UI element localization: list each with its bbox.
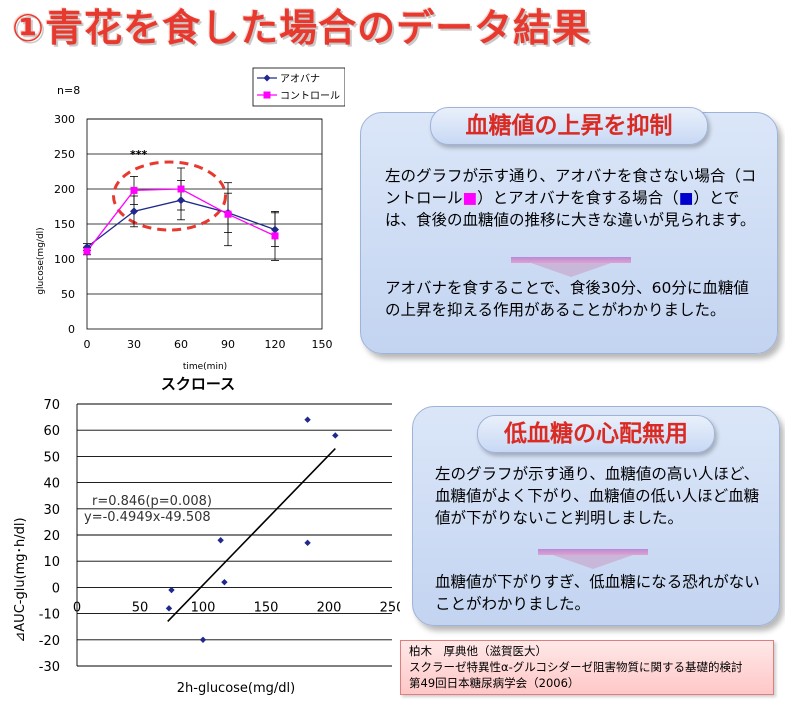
data-point-diamond	[271, 225, 279, 234]
y-tick-label: 30	[43, 503, 60, 518]
down-arrow-icon	[531, 263, 611, 277]
scatter-point	[168, 586, 175, 594]
scatter-point	[332, 432, 339, 439]
scatter-point	[199, 636, 207, 643]
citation-box: 柏木 厚典他（滋賀医大） スクラーゼ特異性α-グルコシダーゼ阻害物質に関する基礎…	[400, 640, 774, 695]
control-color-marker: ■	[462, 189, 478, 207]
data-point-square	[224, 210, 232, 218]
y-tick-label: 0	[68, 323, 75, 336]
x-tick-label: 30	[127, 338, 141, 351]
y-tick-label: -20	[39, 634, 60, 649]
x-tick-label: 0	[73, 600, 81, 615]
scatter-point	[304, 539, 311, 547]
x-tick-label: 150	[254, 600, 279, 615]
data-point-square	[177, 185, 185, 193]
page-title: ①青花を食した場合のデータ結果	[12, 6, 592, 50]
scatter-x-axis-label: 2h-glucose(mg/dl)	[177, 681, 295, 696]
y-tick-label: 70	[43, 398, 60, 413]
y-tick-label: 0	[52, 581, 60, 596]
scatter-point	[221, 578, 228, 586]
panel-hypoglycemia-heading: 低血糖の心配無用	[477, 415, 715, 453]
panel-suppression-text-b: ）とアオバナを食する場合（	[477, 189, 679, 207]
y-tick-label: 10	[43, 555, 60, 570]
panel-hypoglycemia-body: 左のグラフが示す通り、血糖値の高い人ほど、血糖値がよく下がり、血糖値の低い人ほど…	[435, 465, 760, 527]
legend-label-aobana: アオバナ	[280, 73, 320, 85]
data-point-square	[83, 247, 91, 255]
data-point-diamond	[177, 196, 185, 205]
scatter-point	[165, 605, 173, 612]
glucose-line-chart-svg: n=8 アオバナ コントロール *** time(min) glucose(mg…	[36, 67, 346, 372]
correlation-label: r=0.846(p=0.008)	[92, 494, 212, 509]
panel-suppression-arrow-bar	[511, 257, 631, 263]
regression-equation: y=-0.4949x-49.508	[84, 510, 211, 525]
y-tick-label: 250	[54, 148, 75, 161]
data-point-square	[130, 186, 138, 194]
x-tick-label: 100	[191, 600, 216, 615]
y-tick-label: 60	[43, 424, 60, 439]
panel-hypoglycemia: 低血糖の心配無用 左のグラフが示す通り、血糖値の高い人ほど、血糖値がよく下がり、…	[412, 406, 780, 626]
y-tick-label: 300	[54, 113, 75, 126]
x-tick-label: 120	[265, 338, 286, 351]
highlight-ellipse	[112, 160, 227, 232]
plot-area	[86, 118, 323, 330]
sample-size-label: n=8	[57, 84, 80, 97]
aobana-color-marker: ■	[678, 189, 694, 207]
x-tick-label: 150	[312, 338, 333, 351]
scatter-y-axis-label: ⊿AUC-glu(mg･h/dl)	[13, 517, 28, 642]
y-axis-label: glucose(mg/dl)	[36, 227, 46, 294]
glucose-line-chart: n=8 アオバナ コントロール *** time(min) glucose(mg…	[0, 56, 346, 386]
scatter-point	[304, 416, 311, 423]
citation-conference: 第49回日本糖尿病学会（2006）	[409, 676, 580, 690]
scatter-point	[217, 537, 224, 544]
x-tick-label: 60	[174, 338, 188, 351]
data-point-square	[271, 232, 279, 240]
y-tick-label: 150	[54, 218, 75, 231]
x-tick-label: 200	[317, 600, 342, 615]
legend-marker-control	[263, 91, 271, 99]
y-tick-label: -30	[39, 660, 60, 675]
y-tick-label: 20	[43, 529, 60, 544]
y-tick-label: 200	[54, 183, 75, 196]
panel-suppression: 血糖値の上昇を抑制 左のグラフが示す通り、アオバナを食さない場合（コントロール■…	[360, 107, 778, 354]
scatter-chart-title: スクロース	[161, 375, 235, 393]
panel-suppression-heading: 血糖値の上昇を抑制	[430, 107, 708, 145]
y-tick-label: 100	[54, 253, 75, 266]
citation-authors: 柏木 厚典他（滋賀医大）	[409, 644, 547, 658]
y-tick-label: 50	[61, 288, 75, 301]
trendline	[167, 447, 336, 623]
citation-title: スクラーゼ特異性α-グルコシダーゼ阻害物質に関する基礎的検討	[409, 660, 743, 674]
x-tick-label: 250	[380, 600, 400, 615]
y-tick-label: -10	[39, 608, 60, 623]
sucrose-scatter-chart-svg: スクロース r=0.846(p=0.008) y=-0.4949x-49.508…	[13, 375, 404, 696]
x-tick-label: 90	[221, 338, 235, 351]
panel-suppression-text-c: ）とでは、食後の血糖値の推移に大きな違いが見られます。	[385, 189, 756, 229]
chart-legend: アオバナ コントロール	[252, 67, 346, 107]
legend-marker-aobana	[263, 74, 271, 82]
panel-suppression-body: 左のグラフが示す通り、アオバナを食さない場合（コントロール■）とアオバナを食する…	[385, 165, 763, 231]
x-tick-label: 50	[132, 600, 149, 615]
significance-marker: ***	[130, 148, 148, 161]
data-point-diamond	[130, 207, 138, 216]
panel-hypoglycemia-arrow-bar	[538, 549, 648, 555]
down-arrow-icon	[553, 555, 633, 569]
legend-label-control: コントロール	[280, 91, 340, 102]
y-tick-label: 50	[43, 450, 60, 465]
x-tick-label: 0	[84, 338, 91, 351]
x-axis-label: time(min)	[183, 362, 227, 372]
panel-suppression-text-a: 左のグラフが示す通り、アオバナを食さない場合（コントロール	[385, 167, 757, 207]
panel-suppression-conclusion: アオバナを食することで、食後30分、60分に血糖値の上昇を抑える作用があることが…	[385, 279, 749, 319]
y-tick-label: 40	[43, 477, 60, 492]
sucrose-scatter-chart: スクロース r=0.846(p=0.008) y=-0.4949x-49.508…	[0, 370, 404, 702]
panel-hypoglycemia-conclusion: 血糖値が下がりすぎ、低血糖になる恐れがないことがわかりました。	[435, 573, 760, 613]
